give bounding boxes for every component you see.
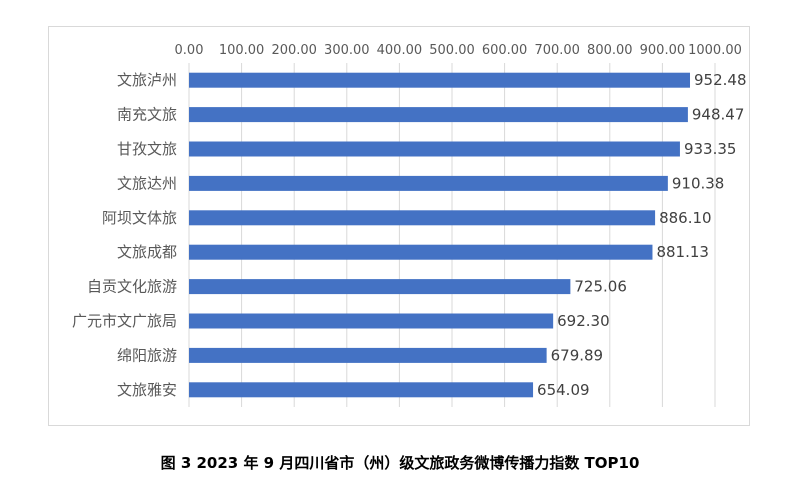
category-label: 绵阳旅游 bbox=[117, 346, 177, 364]
x-tick-label: 100.00 bbox=[219, 43, 265, 58]
category-label: 文旅泸州 bbox=[117, 71, 177, 89]
data-label: 910.38 bbox=[672, 174, 725, 192]
category-label: 文旅达州 bbox=[117, 174, 177, 192]
bar bbox=[189, 244, 653, 260]
bar bbox=[189, 347, 547, 363]
data-label: 952.48 bbox=[694, 71, 747, 89]
x-tick-label: 900.00 bbox=[640, 43, 686, 58]
data-label: 679.89 bbox=[551, 346, 604, 364]
data-label: 725.06 bbox=[574, 278, 627, 296]
bar bbox=[189, 107, 688, 123]
bar bbox=[189, 210, 656, 226]
x-tick-label: 800.00 bbox=[587, 43, 633, 58]
bar bbox=[189, 313, 554, 329]
bar bbox=[189, 72, 691, 88]
data-label: 886.10 bbox=[659, 209, 712, 227]
data-label: 654.09 bbox=[537, 381, 590, 399]
figure-caption: 图 3 2023 年 9 月四川省市（州）级文旅政务微博传播力指数 TOP10 bbox=[160, 454, 640, 472]
bar bbox=[189, 141, 680, 157]
category-label: 文旅成都 bbox=[117, 243, 177, 261]
x-tick-label: 1000.00 bbox=[688, 43, 742, 58]
bar bbox=[189, 382, 534, 398]
category-label: 自贡文化旅游 bbox=[87, 278, 177, 296]
x-tick-label: 600.00 bbox=[482, 43, 527, 58]
x-tick-label: 700.00 bbox=[534, 43, 580, 58]
category-label: 文旅雅安 bbox=[117, 381, 177, 399]
data-label: 881.13 bbox=[656, 243, 709, 261]
data-label: 692.30 bbox=[557, 312, 610, 330]
data-label: 933.35 bbox=[684, 140, 737, 158]
category-label: 广元市文广旅局 bbox=[72, 312, 177, 330]
x-tick-label: 200.00 bbox=[271, 43, 317, 58]
bar-chart: 0.00 100.00 200.00 300.00 400.00 500.00 600.00… bbox=[72, 43, 747, 407]
x-tick-label: 0.00 bbox=[175, 43, 204, 58]
category-label: 甘孜文旅 bbox=[117, 140, 177, 158]
category-label: 南充文旅 bbox=[117, 106, 177, 124]
x-tick-label: 400.00 bbox=[377, 43, 423, 58]
bar bbox=[189, 279, 571, 295]
data-label: 948.47 bbox=[692, 106, 745, 124]
x-tick-label: 300.00 bbox=[324, 43, 370, 58]
chart-area: 0.00 100.00 200.00 300.00 400.00 500.00 600.00… bbox=[48, 26, 750, 426]
category-label: 阿坝文体旅 bbox=[102, 209, 177, 227]
bar bbox=[189, 175, 668, 191]
x-tick-label: 500.00 bbox=[429, 43, 475, 58]
